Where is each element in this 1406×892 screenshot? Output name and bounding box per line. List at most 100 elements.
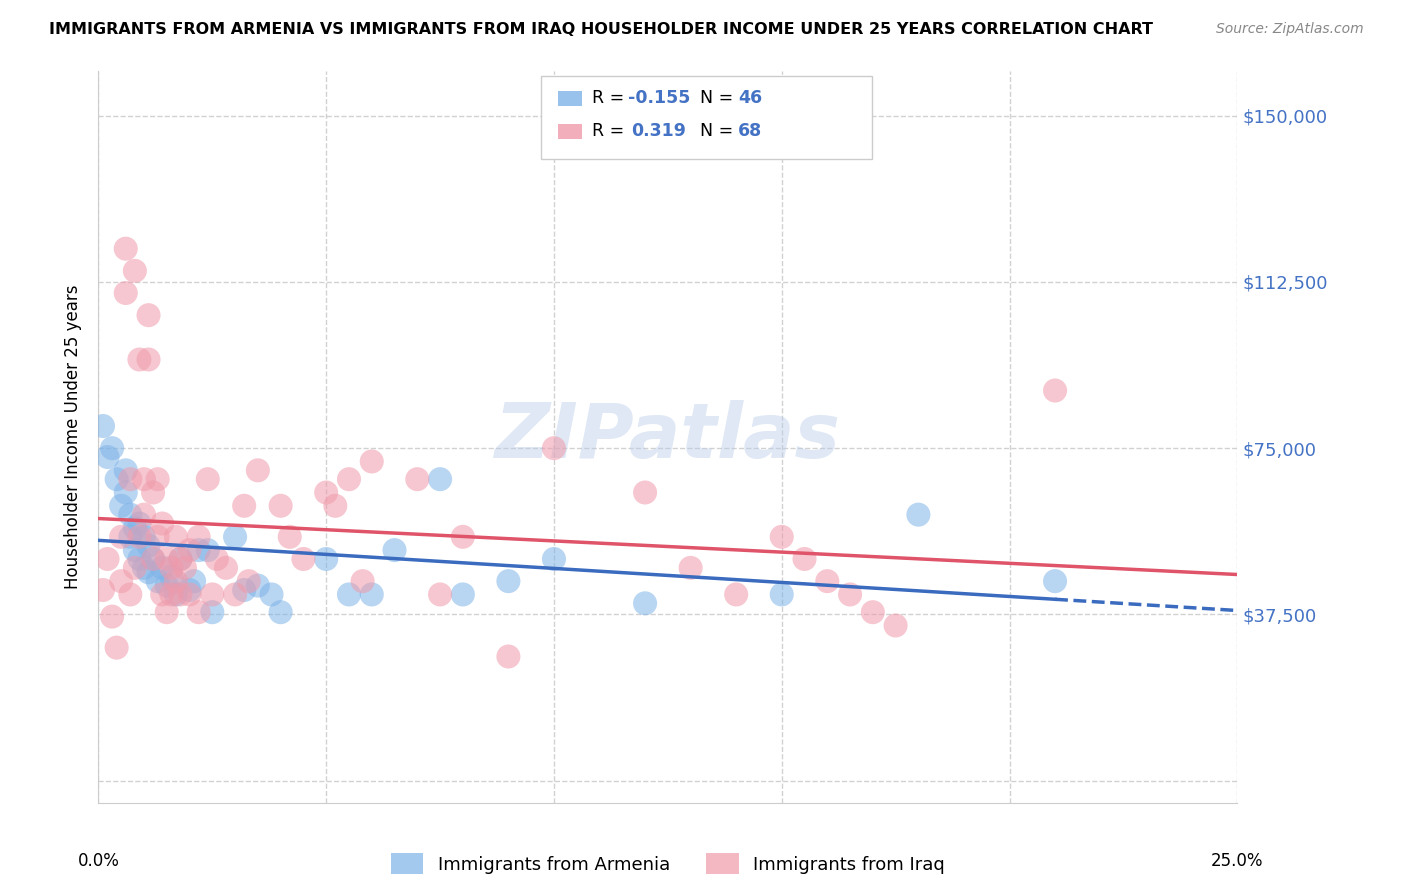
Point [246, 463, 269, 477]
Point [770, 587, 793, 601]
Point [146, 574, 169, 589]
Point [907, 508, 929, 522]
Point [101, 441, 124, 455]
Point [679, 561, 702, 575]
Point [233, 499, 256, 513]
Point [132, 530, 155, 544]
Point [165, 530, 187, 544]
Point [187, 543, 209, 558]
Text: Source: ZipAtlas.com: Source: ZipAtlas.com [1216, 22, 1364, 37]
Point [634, 596, 657, 610]
Point [110, 574, 132, 589]
Point [315, 485, 337, 500]
Point [124, 543, 146, 558]
Text: 25.0%: 25.0% [1211, 852, 1264, 870]
Text: -0.155: -0.155 [628, 89, 690, 107]
Point [91, 419, 114, 434]
Point [156, 578, 179, 592]
Point [174, 561, 197, 575]
Legend: Immigrants from Armenia, Immigrants from Iraq: Immigrants from Armenia, Immigrants from… [391, 854, 945, 874]
Point [114, 242, 136, 256]
Text: R =: R = [592, 89, 630, 107]
Point [197, 472, 219, 486]
Point [543, 441, 565, 455]
Point [543, 552, 565, 566]
Point [384, 543, 406, 558]
Point [124, 521, 146, 535]
Point [1043, 384, 1066, 398]
Text: 46: 46 [738, 89, 762, 107]
Point [91, 582, 114, 597]
Point [105, 640, 128, 655]
Point [132, 508, 155, 522]
Point [201, 587, 224, 601]
Point [360, 587, 382, 601]
Point [150, 516, 173, 531]
Point [114, 485, 136, 500]
Point [815, 574, 838, 589]
Point [150, 587, 173, 601]
Point [187, 605, 209, 619]
Point [839, 587, 862, 601]
Point [793, 552, 815, 566]
Point [224, 587, 246, 601]
Point [105, 472, 128, 486]
Point [725, 587, 748, 601]
Point [337, 472, 360, 486]
Point [179, 587, 201, 601]
Point [270, 605, 292, 619]
Point [128, 530, 150, 544]
Point [292, 552, 315, 566]
Text: 0.319: 0.319 [631, 122, 686, 140]
Point [884, 618, 907, 632]
Text: IMMIGRANTS FROM ARMENIA VS IMMIGRANTS FROM IRAQ HOUSEHOLDER INCOME UNDER 25 YEAR: IMMIGRANTS FROM ARMENIA VS IMMIGRANTS FR… [49, 22, 1153, 37]
Point [360, 454, 382, 468]
Point [138, 566, 160, 580]
Point [246, 578, 269, 592]
Point [132, 561, 155, 575]
Point [120, 530, 142, 544]
Point [156, 605, 179, 619]
Point [96, 552, 118, 566]
Point [110, 499, 132, 513]
Point [337, 587, 360, 601]
Point [165, 574, 187, 589]
Point [120, 472, 142, 486]
Point [138, 539, 160, 553]
Point [165, 587, 187, 601]
Point [96, 450, 118, 464]
Text: ZIPatlas: ZIPatlas [495, 401, 841, 474]
Point [142, 552, 165, 566]
Text: R =: R = [592, 122, 630, 140]
Point [128, 516, 150, 531]
Point [201, 605, 224, 619]
Text: N =: N = [700, 122, 740, 140]
Point [197, 543, 219, 558]
Point [238, 574, 260, 589]
Point [142, 485, 165, 500]
Point [215, 561, 238, 575]
Point [179, 543, 201, 558]
Point [451, 530, 474, 544]
Point [156, 552, 179, 566]
Point [169, 587, 191, 601]
Point [138, 352, 160, 367]
Point [142, 552, 165, 566]
Text: 68: 68 [738, 122, 762, 140]
Point [406, 472, 429, 486]
Point [146, 472, 169, 486]
Point [114, 285, 136, 300]
Point [160, 587, 183, 601]
Point [120, 587, 142, 601]
Point [110, 530, 132, 544]
Point [187, 530, 209, 544]
Point [132, 472, 155, 486]
Point [169, 552, 191, 566]
Point [498, 649, 520, 664]
Point [862, 605, 884, 619]
Point [323, 499, 346, 513]
Point [120, 508, 142, 522]
Point [429, 587, 451, 601]
Point [179, 582, 201, 597]
Point [770, 530, 793, 544]
